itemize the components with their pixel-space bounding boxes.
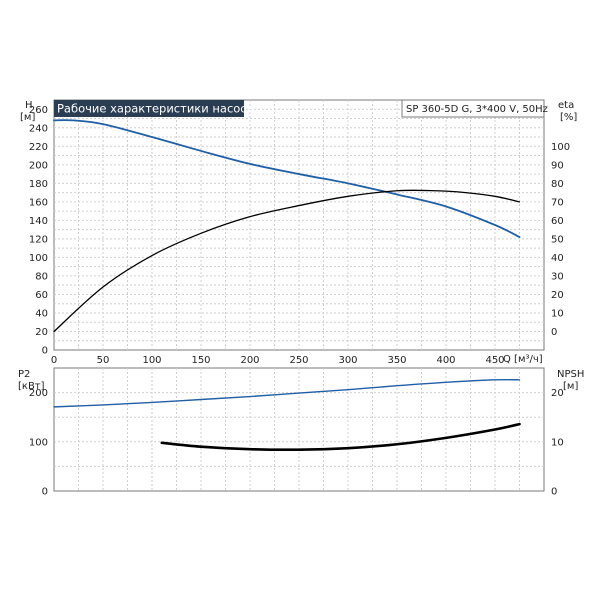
top-series-1-line — [53, 189, 521, 333]
npsh-label: NPSH — [557, 369, 584, 380]
top-y-left-tick: 180 — [29, 179, 48, 190]
top-y-left-tick: 140 — [29, 216, 48, 227]
top-series-0-line — [53, 119, 521, 238]
top-y-left-tick: 20 — [35, 327, 48, 338]
top-y-left-tick: 80 — [35, 271, 48, 282]
bottom-y-left-tick: 200 — [29, 388, 48, 399]
x-axis-tick: 50 — [97, 355, 110, 366]
top-tick-labels: 0204060801001201401601802002202402600102… — [29, 105, 570, 366]
x-axis-tick: 350 — [387, 355, 406, 366]
top-y-left-tick: 100 — [29, 253, 48, 264]
top-y-left-tick: 200 — [29, 160, 48, 171]
top-y-left-tick: 60 — [35, 290, 48, 301]
top-y-left-tick: 240 — [29, 123, 48, 134]
top-y-right-tick: 20 — [551, 290, 564, 301]
top-y-right-tick: 10 — [551, 308, 564, 319]
bottom-series-group — [53, 378, 521, 452]
bottom-tick-labels: 0 100 200 0 10 20 — [29, 388, 564, 497]
x-axis-tick: 100 — [142, 355, 161, 366]
y-right-label: eta — [558, 100, 574, 111]
top-y-right-tick: 70 — [551, 197, 564, 208]
top-series-group — [53, 119, 521, 333]
top-y-right-tick: 0 — [551, 327, 557, 338]
x-axis-tick: 0 — [51, 355, 57, 366]
x-axis-tick: 450 — [485, 355, 504, 366]
x-axis-tick: 400 — [436, 355, 455, 366]
p2-label: P2 — [18, 369, 30, 380]
y-left-unit: [м] — [20, 112, 35, 123]
x-axis-tick: 200 — [240, 355, 259, 366]
x-axis-tick: 250 — [289, 355, 308, 366]
top-grid — [54, 100, 544, 350]
top-y-right-tick: 50 — [551, 234, 564, 245]
top-y-right-tick: 40 — [551, 253, 564, 264]
bottom-y-right-tick: 10 — [551, 437, 564, 448]
y-left-label: H — [25, 100, 33, 111]
top-y-left-tick: 40 — [35, 308, 48, 319]
x-axis-tick: 300 — [338, 355, 357, 366]
bottom-y-right-tick: 20 — [551, 388, 564, 399]
top-y-right-tick: 80 — [551, 179, 564, 190]
x-axis-tick: 150 — [191, 355, 210, 366]
pump-info-box — [401, 99, 545, 118]
x-axis-label: Q [м³/ч] — [503, 354, 543, 365]
top-y-right-tick: 100 — [551, 142, 570, 153]
bottom-y-left-tick: 0 — [42, 487, 48, 498]
top-y-right-tick: 90 — [551, 160, 564, 171]
top-y-left-tick: 120 — [29, 234, 48, 245]
bottom-y-left-tick: 100 — [29, 437, 48, 448]
top-y-left-tick: 160 — [29, 197, 48, 208]
bottom-series-0-line — [53, 378, 521, 408]
top-y-right-tick: 60 — [551, 216, 564, 227]
bottom-series-1-line — [160, 422, 521, 452]
y-right-unit: [%] — [560, 112, 577, 123]
top-y-left-tick: 260 — [29, 105, 48, 116]
chart-title: Рабочие характеристики насоса — [57, 102, 254, 116]
chart-title-box — [54, 100, 244, 117]
p2-unit: [кВт] — [18, 381, 45, 392]
bottom-y-right-tick: 0 — [551, 487, 557, 498]
top-y-left-tick: 0 — [42, 346, 48, 357]
npsh-unit: [м] — [563, 381, 578, 392]
top-y-right-tick: 30 — [551, 271, 564, 282]
top-y-left-tick: 220 — [29, 142, 48, 153]
pump-info: SP 360-5D G, 3*400 V, 50Hz — [406, 104, 548, 115]
